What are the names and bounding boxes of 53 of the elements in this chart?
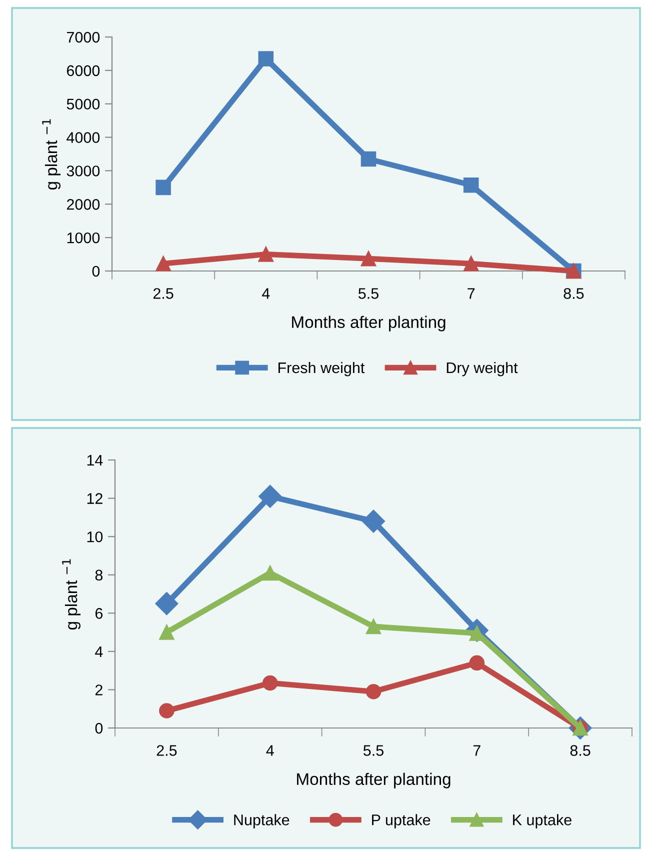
x-tick-label: 2.5 [153, 288, 174, 299]
x-tick-label: 5.5 [358, 288, 378, 299]
point [360, 151, 376, 167]
y-tick-label: 1000 [67, 232, 100, 244]
x-tick-label: 4 [266, 745, 274, 756]
point [155, 592, 178, 616]
legend-label: Nuptake [234, 814, 290, 828]
y-tick-label: 7000 [66, 32, 100, 43]
x-tick-label: 8.5 [570, 745, 590, 756]
x-tick-label: 7 [468, 288, 475, 299]
x-tick-label: 5.5 [363, 745, 384, 756]
y-tick-label: 0 [92, 266, 100, 277]
point [262, 675, 278, 691]
point [159, 624, 174, 640]
x-axis-title: Months after planting [297, 772, 450, 788]
point [258, 484, 282, 508]
legend-label: K uptake [513, 814, 572, 828]
y-tick-label: 4 [95, 646, 103, 657]
y-tick-label: 4000 [66, 132, 100, 143]
y-tick-label: 6 [95, 608, 103, 619]
point [463, 256, 479, 272]
point [258, 51, 274, 66]
y-tick-label: 10 [87, 531, 103, 542]
point [362, 510, 385, 533]
y-tick-label: 2 [95, 684, 102, 696]
y-tick-label: 6000 [66, 65, 100, 76]
point [156, 256, 171, 272]
point [366, 618, 382, 634]
y-axis-title: g plant $^{−1}$ [62, 559, 80, 630]
point [159, 703, 174, 718]
point [262, 565, 278, 581]
legend-label: Dry weight [446, 362, 518, 376]
y-axis-title: g plant $^{−1}$ [42, 119, 60, 190]
y-tick-label: 3000 [66, 166, 100, 176]
y-tick-label: 12 [87, 493, 102, 504]
legend-label: Fresh weight [278, 362, 365, 376]
point [258, 246, 274, 262]
y-tick-label: 2000 [66, 199, 100, 210]
x-tick-label: 2.5 [156, 745, 177, 756]
point [463, 177, 479, 193]
point [156, 180, 171, 196]
y-tick-label: 0 [95, 722, 103, 734]
point [366, 684, 382, 700]
point [469, 655, 485, 671]
x-tick-label: 7 [473, 745, 480, 756]
y-tick-label: 5000 [66, 98, 100, 110]
y-tick-label: 8 [95, 570, 103, 581]
point [360, 250, 376, 266]
y-tick-label: 14 [87, 455, 103, 466]
x-axis-title: Months after planting [292, 316, 446, 332]
x-tick-label: 8.5 [564, 288, 584, 299]
legend-label: P uptake [372, 814, 430, 828]
x-tick-label: 4 [262, 288, 270, 299]
